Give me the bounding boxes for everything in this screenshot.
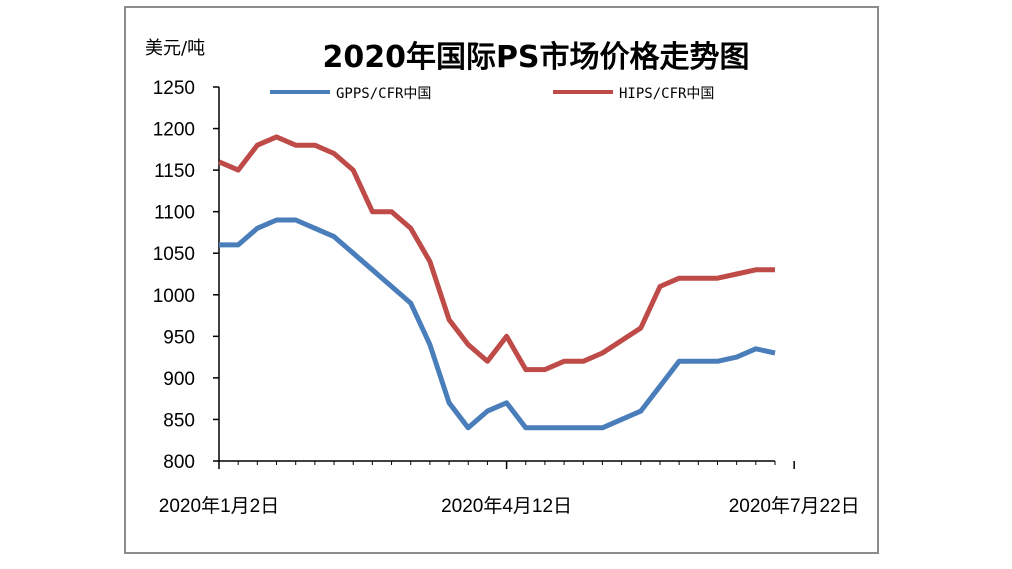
y-tick-label: 1200 [153,120,195,141]
series-line-hips [218,134,775,373]
y-tick-label: 1050 [153,244,195,265]
chart-frame [124,6,879,554]
y-tick-label: 850 [163,410,195,431]
series-line-gpps [219,217,776,431]
y-tick-label: 1100 [154,203,195,224]
y-tick-label: 1250 [153,78,195,99]
y-axis-unit-label: 美元/吨 [145,38,205,59]
chart-title: 2020年国际PS市场价格走势图 [322,40,749,75]
legend-label-hips: HIPS/CFR中国 [619,86,714,102]
legend: GPPS/CFR中国 HIPS/CFR中国 [270,86,714,102]
axes: 800 850 900 950 1000 1050 1100 1150 1200 1250 2020… [153,78,860,517]
x-tick-label: 2020年4月12日 [441,495,572,517]
y-tick-label: 800 [163,452,195,473]
y-tick-label: 1150 [154,161,195,182]
legend-label-gpps: GPPS/CFR中国 [336,86,431,102]
y-tick-label: 1000 [153,286,195,307]
x-tick-label: 2020年1月2日 [159,495,279,517]
x-tick-label: 2020年7月22日 [729,495,860,517]
series-layer [218,134,776,431]
y-tick-label: 950 [163,327,195,348]
y-tick-label: 900 [163,369,195,390]
